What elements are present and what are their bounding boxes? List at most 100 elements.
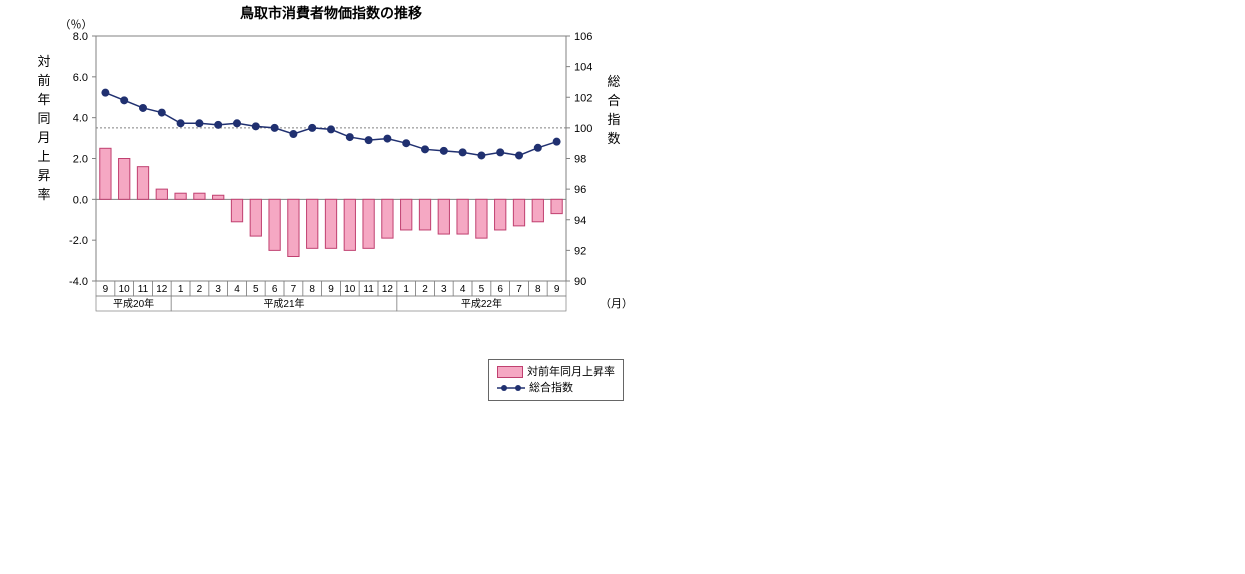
y-right-title: 合: [607, 93, 620, 108]
x-group-label: 平成22年: [461, 297, 502, 310]
y-left-title: 前: [37, 73, 50, 88]
y-left-tick-label: 6.0: [73, 72, 88, 84]
x-month-label: 9: [328, 284, 334, 295]
bar: [419, 199, 430, 230]
y-left-title: 対: [37, 54, 50, 69]
y-left-title: 上: [37, 149, 50, 164]
line-marker: [534, 144, 541, 151]
chart-page: { "chart": { "type": "combo-bar-line", "…: [0, 0, 1245, 574]
line-marker: [422, 146, 429, 153]
y-right-tick-label: 96: [574, 184, 586, 196]
y-left-tick-label: 0.0: [73, 194, 88, 206]
bar: [382, 199, 393, 238]
x-month-label: 3: [215, 284, 221, 295]
line-marker: [516, 152, 523, 159]
legend-label: 対前年同月上昇率: [527, 364, 615, 380]
y-right-title: 総: [607, 74, 620, 89]
y-right-tick-label: 106: [574, 31, 592, 43]
line-marker: [215, 121, 222, 128]
x-month-label: 2: [422, 284, 428, 295]
x-month-label: 11: [138, 284, 149, 295]
line-marker: [102, 89, 109, 96]
y-left-unit: （％）: [60, 18, 93, 31]
x-month-label: 1: [178, 284, 184, 295]
x-month-label: 1: [403, 284, 409, 295]
line-marker: [140, 104, 147, 111]
line-marker: [403, 140, 410, 147]
x-month-label: 10: [344, 284, 356, 295]
legend-item: 総合指数: [497, 380, 615, 396]
line-marker: [309, 124, 316, 131]
bar: [325, 199, 336, 248]
x-month-label: 8: [535, 284, 541, 295]
y-left-title: 月: [37, 130, 50, 145]
x-month-label: 9: [103, 284, 109, 295]
x-month-label: 5: [253, 284, 259, 295]
line-series: [105, 93, 556, 156]
bar: [250, 199, 261, 236]
x-month-label: 2: [197, 284, 203, 295]
bar: [137, 167, 148, 200]
bar: [269, 199, 280, 250]
bar: [438, 199, 449, 234]
line-marker: [459, 149, 466, 156]
y-right-tick-label: 94: [574, 215, 586, 227]
y-left-title: 年: [37, 92, 50, 107]
x-group-label: 平成21年: [263, 297, 304, 310]
x-month-label: 4: [234, 284, 240, 295]
line-marker: [328, 126, 335, 133]
line-marker: [234, 120, 241, 127]
bar: [119, 159, 130, 200]
y-right-tick-label: 98: [574, 154, 586, 166]
bar: [307, 199, 318, 248]
x-month-label: 6: [497, 284, 503, 295]
y-right-tick-label: 92: [574, 245, 586, 257]
y-left-title: 同: [37, 111, 50, 126]
x-month-label: 7: [516, 284, 522, 295]
line-marker: [252, 123, 259, 130]
line-marker: [440, 147, 447, 154]
bar: [231, 199, 242, 221]
x-group-label: 平成20年: [113, 297, 154, 310]
y-left-title: 率: [37, 187, 50, 202]
line-marker: [271, 124, 278, 131]
y-left-title: 昇: [37, 168, 50, 183]
line-marker: [497, 149, 504, 156]
y-right-title: 指: [607, 112, 620, 127]
legend: 対前年同月上昇率総合指数: [488, 359, 624, 401]
line-marker: [553, 138, 560, 145]
y-right-tick-label: 102: [574, 92, 592, 104]
line-marker: [384, 135, 391, 142]
line-marker: [177, 120, 184, 127]
line-marker: [365, 137, 372, 144]
chart-title: 鳥取市消費者物価指数の推移: [240, 5, 422, 21]
x-month-label: 4: [460, 284, 466, 295]
cpi-chart: -4.0-2.00.02.04.06.08.090929496981001021…: [10, 0, 670, 340]
line-marker: [478, 152, 485, 159]
bar: [288, 199, 299, 256]
bar: [495, 199, 506, 230]
x-month-label: 3: [441, 284, 447, 295]
bar: [175, 193, 186, 199]
bar: [194, 193, 205, 199]
bar: [100, 148, 111, 199]
x-month-label: 11: [363, 284, 374, 295]
bar: [532, 199, 543, 221]
y-right-tick-label: 104: [574, 62, 592, 74]
y-left-tick-label: 2.0: [73, 154, 88, 166]
y-right-tick-label: 100: [574, 123, 592, 135]
line-marker: [346, 134, 353, 141]
x-month-label: 7: [291, 284, 297, 295]
bar: [513, 199, 524, 226]
y-left-tick-label: 8.0: [73, 31, 88, 43]
x-month-label: 12: [382, 284, 394, 295]
legend-item: 対前年同月上昇率: [497, 364, 615, 380]
line-marker: [158, 109, 165, 116]
bar: [363, 199, 374, 248]
line-marker: [290, 131, 297, 138]
x-month-label: 6: [272, 284, 278, 295]
bar: [476, 199, 487, 238]
legend-label: 総合指数: [529, 380, 573, 396]
bar: [156, 189, 167, 199]
y-left-tick-label: 4.0: [73, 113, 88, 125]
